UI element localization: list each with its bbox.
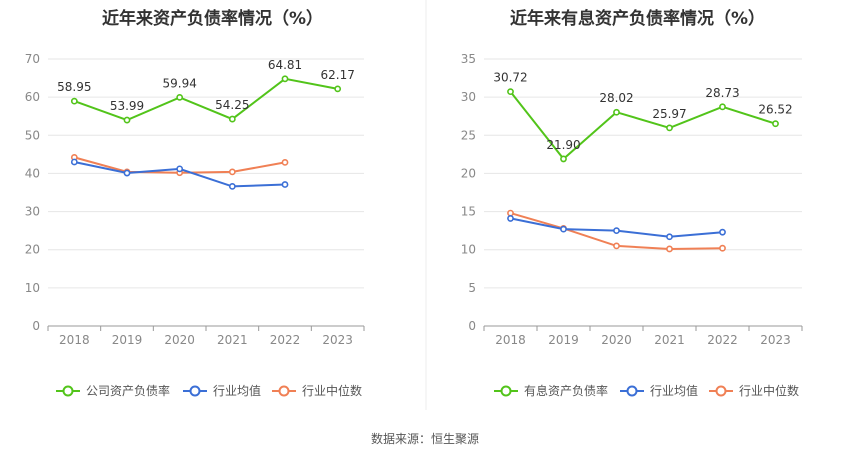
y-tick-label: 25 [461,128,476,142]
legend-label: 行业均值 [650,383,698,398]
data-point [719,228,726,236]
x-tick-label: 2023 [322,333,353,347]
data-label: 64.81 [268,58,302,72]
data-point [560,155,567,163]
x-tick-label: 2023 [760,333,791,347]
series-line-0 [509,91,776,161]
legend-marker [715,385,727,397]
legend-label: 有息资产负债率 [524,383,608,398]
chart-title-right: 近年来有息资产负债率情况（%） [509,9,766,29]
y-tick-label: 20 [461,166,476,180]
legend-marker [189,385,201,397]
y-tick-label: 0 [32,319,40,333]
legend-label: 行业中位数 [739,383,799,398]
data-label: 21.90 [546,138,580,152]
data-point [772,120,779,128]
legend-label: 行业均值 [213,383,261,398]
data-label: 62.17 [320,68,354,82]
legend-marker [500,385,512,397]
y-tick-label: 70 [25,52,40,66]
data-point [719,244,726,252]
data-point [176,165,184,173]
data-point [334,85,342,93]
data-point [70,158,78,166]
x-tick-label: 2022 [270,333,301,347]
chart-title-left: 近年来资产负债率情况（%） [101,9,324,29]
legend-item-1: 行业均值 [620,383,698,398]
legend-label: 公司资产负债率 [86,383,170,398]
legend-label: 行业中位数 [302,383,362,398]
data-point [228,168,236,176]
data-point [281,75,289,83]
data-point [613,227,620,235]
y-tick-label: 0 [468,319,476,333]
x-tick-label: 2019 [112,333,143,347]
chart-1: 0 5 10 15 20 25 30 35 2018 2019 2020 2021 2022 2023 30… [461,52,803,398]
y-tick-label: 15 [461,205,476,219]
data-label: 53.99 [110,99,144,113]
data-point [123,116,131,124]
legend-item-0: 有息资产负债率 [494,383,608,398]
y-tick-label: 10 [25,281,40,295]
chart-0: 0 10 20 30 40 50 60 70 2018 2019 2020 2021 2022 2023 5… [25,52,365,398]
x-tick-label: 2018 [59,333,90,347]
data-point [613,108,620,116]
x-tick-label: 2018 [495,333,526,347]
legend-marker [278,385,290,397]
series-line-0 [73,77,338,122]
data-label: 26.52 [758,103,792,117]
data-point [228,182,236,190]
data-label: 54.25 [215,98,249,112]
legend-item-2: 行业中位数 [272,383,362,398]
data-label: 25.97 [652,107,686,121]
data-point [123,169,131,177]
data-point [281,158,289,166]
x-tick-label: 2021 [217,333,248,347]
data-point [281,181,289,188]
legend-item-2: 行业中位数 [709,383,799,398]
x-tick-label: 2022 [707,333,738,347]
legend-item-0: 公司资产负债率 [56,383,170,398]
data-point [666,124,673,132]
data-point [719,103,726,111]
y-tick-label: 30 [25,205,40,219]
y-tick-label: 10 [461,243,476,257]
x-tick-label: 2019 [548,333,579,347]
y-tick-label: 40 [25,166,40,180]
data-point [666,233,673,241]
data-point [613,242,620,250]
data-point [560,225,567,233]
data-point [70,97,78,105]
data-label: 58.95 [57,80,91,94]
data-point [507,215,514,222]
data-point [228,115,236,123]
data-label: 28.73 [705,86,739,100]
legend-item-1: 行业均值 [183,383,261,398]
data-label: 28.02 [599,91,633,105]
y-tick-label: 20 [25,243,40,257]
data-label: 30.72 [493,71,527,85]
x-tick-label: 2020 [601,333,632,347]
y-tick-label: 35 [461,52,476,66]
x-tick-label: 2020 [164,333,195,347]
data-label: 59.94 [162,76,196,90]
data-point [176,93,184,101]
legend-marker [62,385,74,397]
x-tick-label: 2021 [654,333,685,347]
y-tick-label: 60 [25,90,40,104]
y-tick-label: 5 [468,281,476,295]
y-tick-label: 30 [461,90,476,104]
data-source-note: 数据来源：恒生聚源 [370,432,479,446]
data-point [507,88,514,96]
y-tick-label: 50 [25,128,40,142]
data-point [507,209,514,217]
legend-marker [626,385,638,397]
data-point [666,245,673,253]
